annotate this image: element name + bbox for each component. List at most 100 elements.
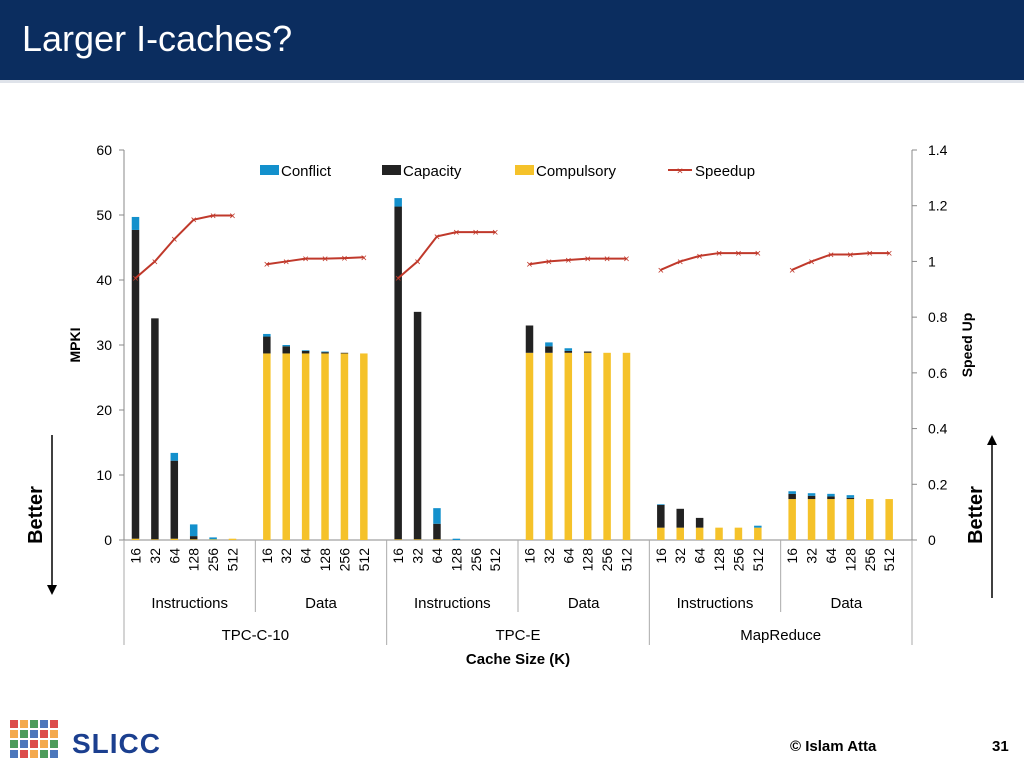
bar-compulsory (807, 499, 816, 540)
speedup-point: × (658, 265, 664, 277)
bar-compulsory (228, 538, 237, 540)
speedup-point: × (395, 273, 401, 285)
bar-conflict (452, 538, 461, 540)
group-label: MapReduce (740, 627, 821, 644)
bar-compulsory (525, 352, 534, 540)
bar-compulsory (131, 538, 140, 540)
y-tick-label-left: 0 (104, 532, 112, 548)
bar-conflict (754, 525, 762, 528)
bar-compulsory (866, 499, 874, 540)
bar-compulsory (622, 352, 631, 540)
bar-compulsory (885, 499, 893, 540)
slide-header: Larger I-caches? (0, 0, 1024, 83)
bar-conflict (827, 493, 835, 497)
speedup-point: × (716, 248, 722, 260)
bar-compulsory (263, 353, 271, 540)
speedup-point: × (546, 256, 552, 268)
y-tick-label-right: 0.8 (928, 309, 948, 325)
x-tick-label: 16 (259, 548, 275, 564)
y-tick-label-left: 40 (96, 272, 112, 288)
speedup-line (397, 231, 496, 279)
y-tick-label-right: 0.6 (928, 365, 948, 381)
bar-capacity (301, 350, 310, 354)
speedup-point: × (473, 227, 479, 239)
speedup-point: × (210, 210, 216, 222)
bar-capacity (583, 351, 592, 353)
speedup-line (266, 256, 364, 266)
subgroup-label: Data (830, 595, 862, 612)
legend-compulsory-label: Compulsory (536, 163, 617, 180)
bar-conflict (131, 216, 140, 230)
speedup-line (134, 214, 233, 279)
bar-conflict (189, 524, 198, 537)
x-tick-label: 128 (448, 548, 464, 572)
speedup-point: × (789, 265, 795, 277)
subgroup-label: Instructions (677, 595, 754, 612)
y-tick-label-right: 1 (928, 253, 936, 269)
bar-conflict (564, 348, 573, 351)
subgroup-label: Data (305, 595, 337, 612)
subgroup-label: Instructions (151, 595, 228, 612)
x-tick-label: 16 (522, 548, 538, 564)
x-tick-label: 512 (225, 548, 241, 572)
bar-capacity (525, 325, 534, 353)
y-axis-title-right: Speed Up (959, 313, 975, 378)
x-tick-label: 64 (429, 548, 445, 564)
x-tick-label: 256 (336, 548, 352, 572)
x-tick-label: 128 (580, 548, 596, 572)
bar-compulsory (715, 527, 723, 540)
bar-capacity (394, 206, 402, 540)
group-label: TPC-E (496, 627, 541, 644)
x-tick-label: 128 (186, 548, 202, 572)
bar-compulsory (564, 352, 573, 540)
bar-compulsory (282, 353, 290, 540)
bar-conflict (394, 198, 402, 207)
bar-capacity (321, 352, 329, 354)
speedup-point: × (735, 248, 741, 260)
x-tick-label: 256 (599, 548, 615, 572)
bar-compulsory (583, 352, 592, 540)
x-tick-label: 16 (128, 548, 144, 564)
legend-capacity-label: Capacity (403, 163, 462, 180)
better-label-left: Better (25, 486, 47, 544)
legend-capacity-swatch (382, 165, 401, 175)
bar-capacity (433, 523, 441, 540)
x-tick-label: 512 (881, 548, 897, 572)
bar-compulsory (301, 353, 310, 540)
bar-conflict (807, 493, 816, 496)
speedup-point: × (526, 259, 532, 271)
y-tick-label-left: 10 (96, 467, 112, 483)
bar-capacity (131, 229, 140, 539)
x-tick-label: 16 (784, 548, 800, 564)
bar-conflict (788, 491, 796, 494)
x-tick-label: 32 (278, 548, 294, 564)
x-tick-label: 128 (317, 548, 333, 572)
legend-speedup-marker: × (677, 166, 683, 178)
bar-compulsory (603, 352, 611, 540)
y-tick-label-right: 1.4 (928, 142, 948, 158)
y-tick-label-right: 0.4 (928, 421, 948, 437)
x-tick-label: 256 (730, 548, 746, 572)
bar-conflict (282, 345, 290, 347)
bar-conflict (321, 351, 329, 353)
bar-conflict (433, 508, 441, 524)
bar-compulsory (394, 539, 402, 540)
legend-conflict-swatch (260, 165, 279, 175)
speedup-point: × (808, 256, 814, 268)
x-axis-title: Cache Size (K) (466, 651, 570, 668)
x-tick-label: 32 (410, 548, 426, 564)
x-tick-label: 256 (205, 548, 221, 572)
x-tick-label: 512 (619, 548, 635, 572)
speedup-point: × (361, 252, 367, 264)
x-tick-label: 32 (672, 548, 688, 564)
better-label-right: Better (965, 486, 987, 544)
x-tick-label: 64 (560, 548, 576, 564)
bar-compulsory (754, 527, 762, 540)
group-label: TPC-C-10 (222, 627, 290, 644)
speedup-point: × (755, 248, 761, 260)
bar-capacity (788, 493, 796, 500)
speedup-point: × (152, 256, 158, 268)
bar-compulsory (321, 353, 329, 540)
bar-capacity (827, 496, 835, 500)
